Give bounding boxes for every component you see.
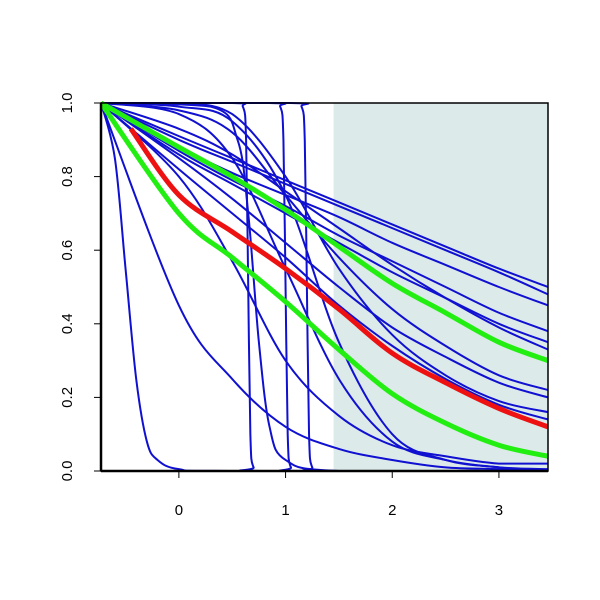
y-tick-label: 0.4	[59, 313, 76, 334]
curve	[101, 102, 548, 344]
curve	[101, 102, 548, 472]
x-tick-label: 1	[281, 502, 289, 519]
curve	[101, 102, 548, 296]
curve	[101, 102, 548, 421]
curve	[101, 102, 548, 391]
curve	[101, 101, 548, 459]
curve	[128, 127, 548, 430]
x-tick-label: 0	[175, 502, 183, 519]
curve	[101, 102, 548, 465]
curve	[101, 102, 548, 472]
y-tick-label: 0.8	[59, 166, 76, 187]
curve	[101, 101, 548, 363]
curve	[101, 102, 548, 351]
curve	[101, 102, 548, 333]
y-tick-label: 0.0	[59, 461, 76, 482]
curve	[101, 102, 548, 288]
x-tick-label: 3	[495, 502, 503, 519]
y-tick-label: 0.2	[59, 387, 76, 408]
y-tick-label: 0.6	[59, 240, 76, 261]
y-tick-label: 1.0	[59, 93, 76, 114]
x-tick-label: 2	[388, 502, 396, 519]
curve	[101, 102, 548, 399]
curve	[101, 102, 548, 414]
